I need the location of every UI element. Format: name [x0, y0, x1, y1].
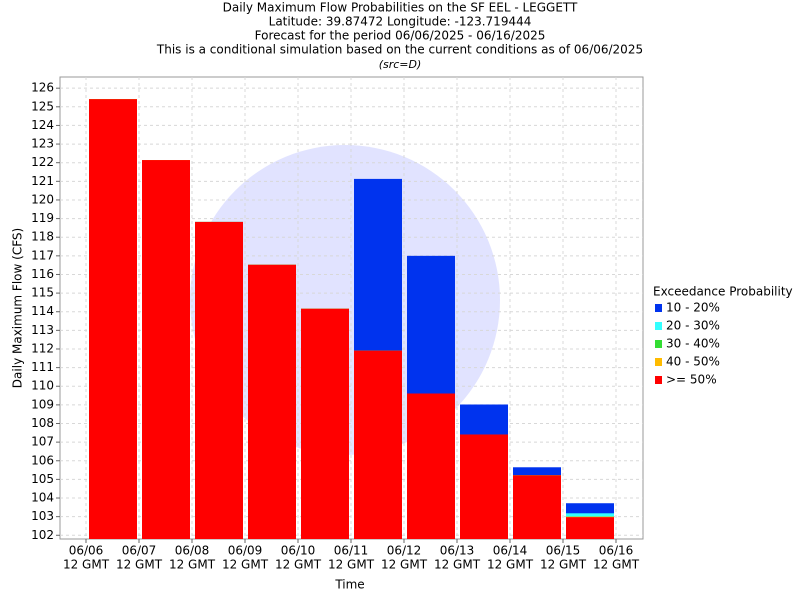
y-tick-label: 113: [31, 323, 54, 337]
x-tick-label: 12 GMT: [63, 558, 110, 572]
chart-subtitle: Latitude: 39.87472 Longitude: -123.71944…: [269, 15, 532, 29]
legend-label: 10 - 20%: [666, 301, 720, 315]
chart-note: (src=D): [379, 58, 422, 71]
y-tick-label: 103: [31, 509, 54, 523]
x-axis-label: Time: [334, 578, 364, 592]
x-tick-label: 06/14: [493, 544, 528, 558]
legend-swatch: [655, 358, 662, 366]
y-tick-label: 102: [31, 528, 54, 542]
x-tick-label: 06/09: [228, 544, 263, 558]
legend-swatch: [655, 376, 662, 384]
y-tick-label: 104: [31, 491, 54, 505]
chart-subtitle: This is a conditional simulation based o…: [156, 43, 643, 57]
x-tick-label: 06/06: [69, 544, 104, 558]
x-tick-label: 06/11: [334, 544, 369, 558]
bar: [195, 221, 243, 539]
y-tick-label: 112: [31, 341, 54, 355]
bar: [248, 264, 296, 539]
y-tick-label: 117: [31, 248, 54, 262]
legend-swatch: [655, 304, 662, 312]
y-tick-label: 122: [31, 155, 54, 169]
bar: [407, 393, 455, 539]
y-tick-label: 110: [31, 379, 54, 393]
x-tick-label: 12 GMT: [275, 558, 322, 572]
y-tick-label: 116: [31, 267, 54, 281]
x-tick-label: 06/15: [546, 544, 581, 558]
y-tick-label: 124: [31, 118, 54, 132]
y-tick-label: 107: [31, 435, 54, 449]
bar: [460, 434, 508, 539]
x-tick-label: 12 GMT: [487, 558, 534, 572]
x-tick-label: 06/13: [440, 544, 475, 558]
bar: [142, 160, 190, 539]
x-tick-label: 12 GMT: [593, 558, 640, 572]
y-tick-label: 126: [31, 81, 54, 95]
bar: [566, 517, 614, 539]
y-tick-label: 121: [31, 174, 54, 188]
legend-title: Exceedance Probability: [653, 285, 793, 299]
y-tick-label: 111: [31, 360, 54, 374]
y-axis-label: Daily Maximum Flow (CFS): [11, 228, 25, 388]
y-tick-label: 108: [31, 416, 54, 430]
legend-label: 20 - 30%: [666, 319, 720, 333]
y-tick-label: 105: [31, 472, 54, 486]
x-tick-label: 06/08: [175, 544, 210, 558]
x-tick-label: 12 GMT: [540, 558, 587, 572]
x-tick-label: 12 GMT: [116, 558, 163, 572]
chart-title: Daily Maximum Flow Probabilities on the …: [223, 1, 578, 15]
y-tick-label: 106: [31, 453, 54, 467]
bar: [301, 308, 349, 539]
legend-label: 30 - 40%: [666, 337, 720, 351]
y-tick-label: 123: [31, 137, 54, 151]
legend-swatch: [655, 322, 662, 330]
chart-subtitle: Forecast for the period 06/06/2025 - 06/…: [255, 29, 546, 43]
bars: [89, 99, 614, 539]
y-tick-label: 119: [31, 211, 54, 225]
y-tick-label: 114: [31, 304, 54, 318]
y-tick-label: 118: [31, 230, 54, 244]
y-tick-label: 120: [31, 192, 54, 206]
y-tick-label: 109: [31, 397, 54, 411]
legend-swatch: [655, 340, 662, 348]
x-tick-label: 06/10: [281, 544, 316, 558]
x-tick-label: 06/12: [387, 544, 422, 558]
y-tick-label: 125: [31, 99, 54, 113]
x-tick-label: 12 GMT: [381, 558, 428, 572]
x-tick-label: 12 GMT: [434, 558, 481, 572]
x-tick-label: 06/07: [122, 544, 157, 558]
legend-label: >= 50%: [666, 373, 717, 387]
x-tick-label: 12 GMT: [328, 558, 375, 572]
x-tick-label: 12 GMT: [222, 558, 269, 572]
x-tick-label: 12 GMT: [169, 558, 216, 572]
bar: [89, 99, 137, 539]
bar: [354, 350, 402, 539]
x-tick-label: 06/16: [599, 544, 634, 558]
bar: [513, 475, 561, 539]
y-tick-label: 115: [31, 286, 54, 300]
legend-label: 40 - 50%: [666, 355, 720, 369]
